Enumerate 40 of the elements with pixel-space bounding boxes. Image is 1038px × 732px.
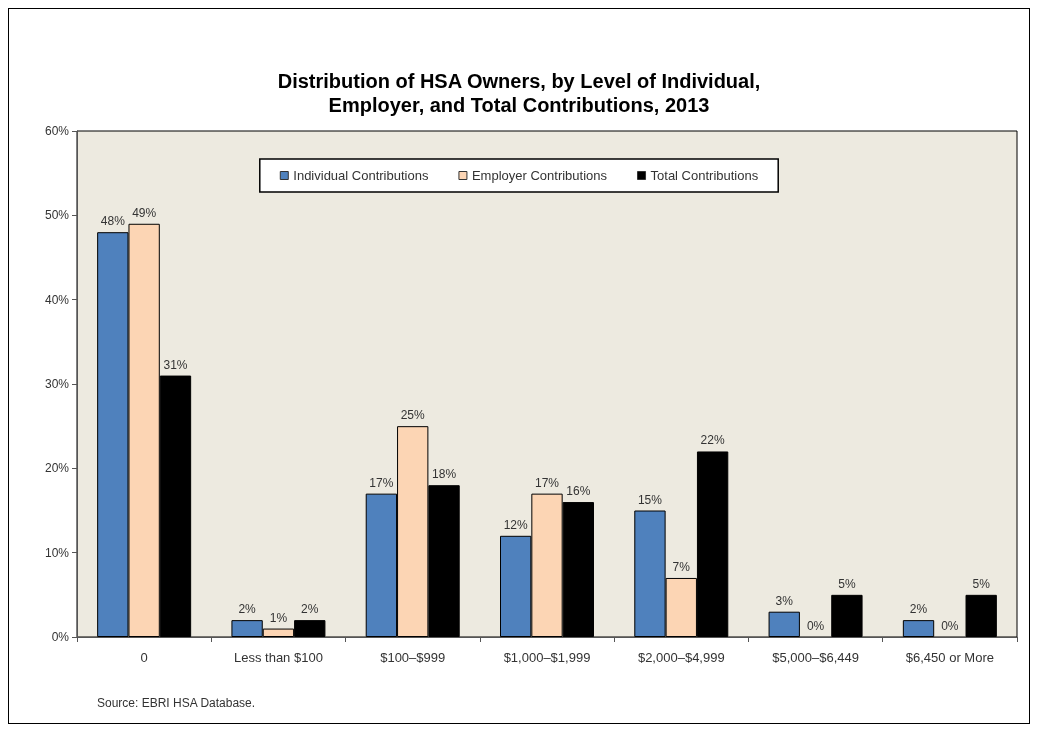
data-label: 16%	[566, 484, 591, 499]
y-tick-label: 10%	[44, 545, 70, 560]
data-label: 5%	[972, 576, 991, 591]
data-label: 2%	[238, 602, 257, 617]
data-label: 12%	[503, 517, 528, 532]
y-tick-label: 50%	[44, 208, 70, 223]
y-tick-label: 60%	[44, 124, 70, 138]
data-label: 0%	[941, 619, 959, 633]
x-tick-label: Less than $100	[233, 650, 323, 665]
y-tick-label: 20%	[44, 461, 70, 476]
data-label: 3%	[775, 593, 794, 608]
data-label: 31%	[163, 357, 188, 372]
x-tick-label: 0	[140, 650, 148, 665]
x-tick-label: $5,000–$6,449	[772, 650, 859, 665]
data-label: 2%	[909, 602, 928, 617]
data-label: 15%	[637, 492, 663, 507]
y-tick-label: 0%	[51, 630, 70, 644]
data-label: 17%	[534, 475, 560, 490]
legend-label: Total Contributions	[650, 168, 759, 183]
data-label: 17%	[369, 475, 394, 490]
x-tick-label: $6,450 or More	[905, 650, 994, 665]
x-tick-label: $1,000–$1,999	[503, 650, 591, 665]
y-tick-label: 40%	[44, 292, 70, 307]
y-tick-label: 30%	[44, 377, 70, 391]
x-tick-label: $2,000–$4,999	[637, 650, 725, 665]
data-label: 5%	[838, 576, 856, 591]
x-tick-label: $100–$999	[380, 650, 446, 665]
data-label: 49%	[132, 205, 157, 220]
data-label: 0%	[806, 619, 825, 633]
data-label: 7%	[672, 559, 691, 574]
legend-label: Employer Contributions	[471, 168, 608, 183]
data-label: 48%	[100, 214, 126, 229]
data-label: 25%	[400, 408, 426, 423]
data-label: 18%	[432, 467, 457, 482]
data-label: 1%	[269, 610, 288, 625]
source-note: Source: EBRI HSA Database.	[97, 696, 256, 710]
data-label: 22%	[700, 433, 725, 448]
chart-title: Distribution of HSA Owners, by Level of Individual, Employer, and Total Contributions, 2013	[277, 70, 761, 116]
legend-label: Individual Contributions	[293, 168, 429, 183]
data-label: 2%	[301, 602, 319, 617]
